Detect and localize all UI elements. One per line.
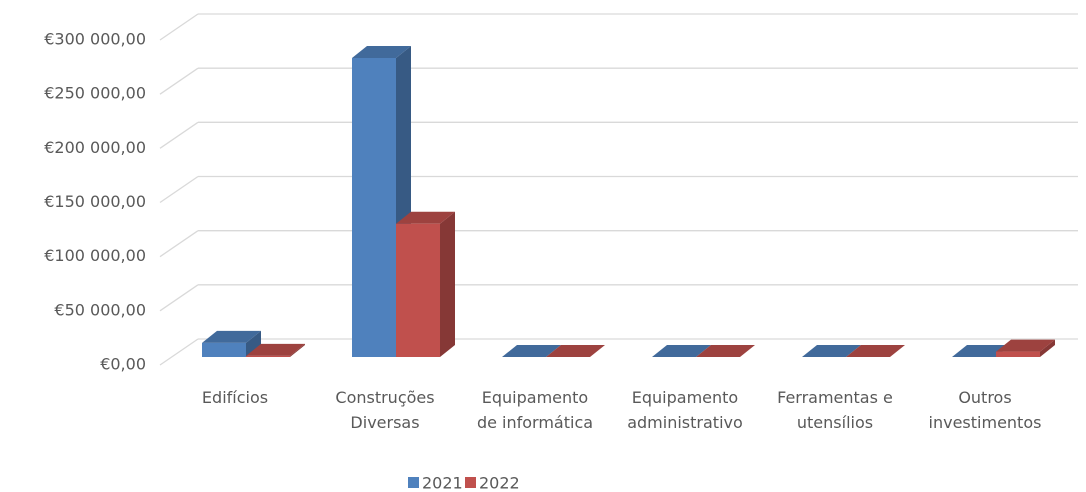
y-tick-label: €50 000,00: [54, 300, 146, 319]
bar-side: [290, 343, 305, 357]
bar-3d: [202, 330, 261, 357]
bar-top: [352, 46, 411, 58]
bar: [352, 58, 396, 357]
bar-3d: [502, 345, 561, 357]
y-tick-label: €250 000,00: [44, 84, 146, 103]
y-tick-label: €300 000,00: [44, 30, 146, 49]
grid-line: [159, 121, 199, 149]
bar-3d: [396, 211, 455, 357]
bar: [246, 355, 290, 357]
bar-side: [440, 211, 455, 357]
bar-3d: [846, 345, 905, 357]
bar-side: [246, 330, 261, 357]
x-tick-label: Equipamento de informática: [476, 388, 594, 432]
bar-top: [396, 211, 455, 224]
bar-top: [246, 343, 305, 356]
bar-side: [1040, 339, 1055, 357]
bar-top: [846, 345, 905, 357]
bar: [202, 342, 246, 357]
y-tick-label: €150 000,00: [44, 192, 146, 211]
legend-swatch: [465, 477, 476, 488]
bar-top: [696, 345, 755, 357]
x-tick-label: Ferramentas e utensílios: [777, 388, 893, 432]
y-tick-label: €200 000,00: [44, 138, 146, 157]
grid-line: [159, 67, 199, 95]
grid-line: [159, 13, 199, 41]
bar-3d: [996, 339, 1055, 357]
y-tick-label: €100 000,00: [44, 246, 146, 265]
bar: [396, 223, 440, 357]
x-tick-label: Equipamento administrativo: [627, 388, 743, 432]
bar-top: [202, 330, 261, 343]
grid-line: [159, 230, 199, 258]
legend-label: 2022: [479, 474, 520, 492]
bar-top: [652, 345, 711, 357]
bar-3d: [696, 345, 755, 357]
x-tick-label: Edifícios: [201, 388, 269, 407]
bar-3d: [546, 345, 605, 357]
bar-top: [502, 345, 561, 357]
grid-line: [159, 284, 199, 312]
grid-line: [159, 338, 199, 366]
bar-3d: [802, 345, 861, 357]
grid-line: [159, 175, 199, 204]
bar-3d: [652, 345, 711, 357]
bar-top: [802, 345, 861, 357]
x-tick-label: Outros investimentos: [928, 388, 1042, 432]
bar-top: [546, 345, 605, 357]
bar: [996, 351, 1040, 357]
bar-3d: [352, 46, 411, 357]
legend-swatch: [408, 477, 419, 488]
y-tick-label: €0,00: [100, 355, 146, 374]
bar-top: [996, 339, 1055, 352]
bar-3d: [246, 343, 305, 357]
legend-label: 2021: [422, 474, 463, 492]
x-tick-label: Construções Diversas: [335, 388, 435, 432]
